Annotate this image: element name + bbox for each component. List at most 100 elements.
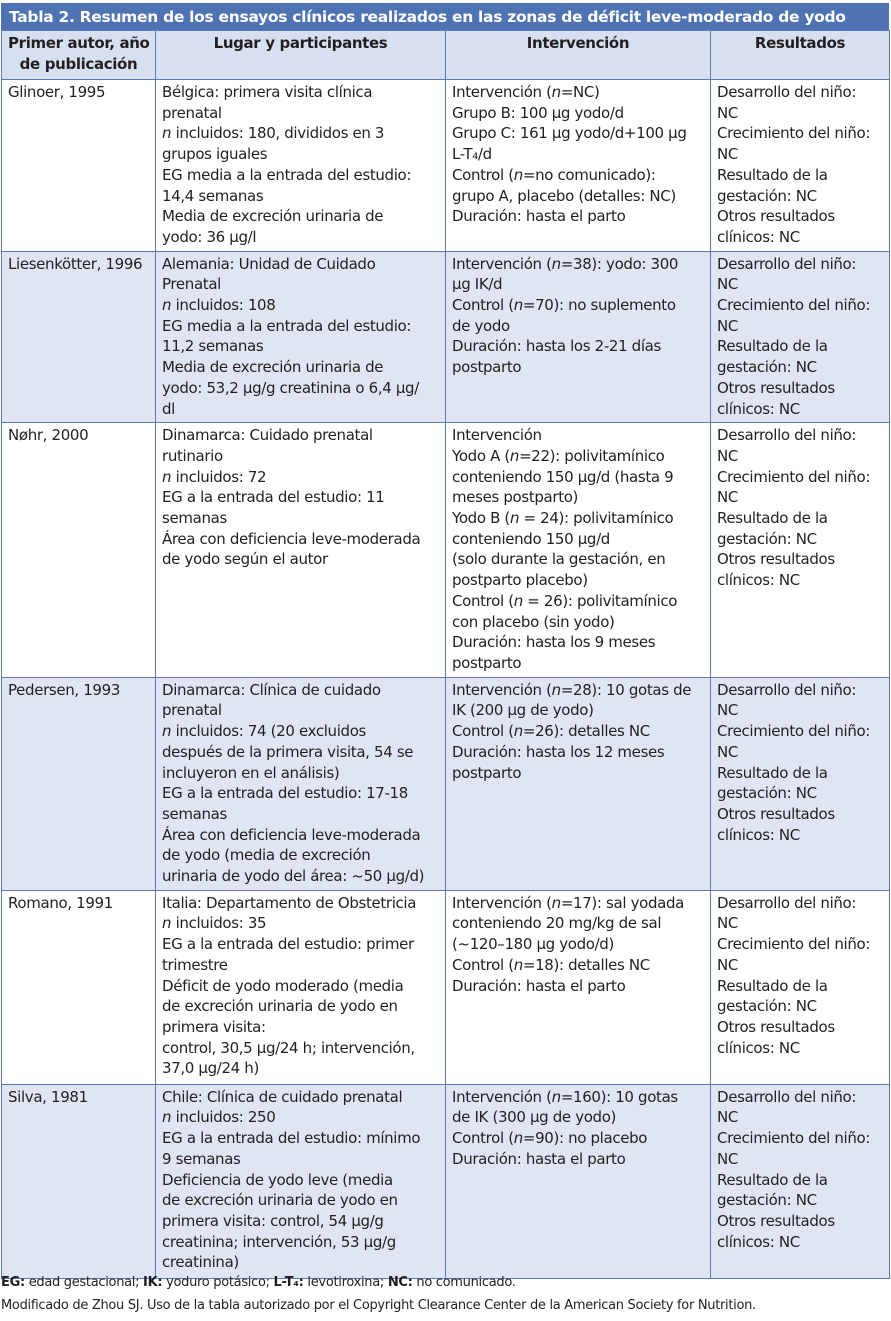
cell-line: NC	[717, 275, 738, 294]
cell-line: de yodo	[452, 316, 510, 335]
cell-line: urinaria de yodo del área: ~50 µg/d)	[162, 867, 425, 886]
cell-line: (~120–180 µg yodo/d)	[452, 935, 614, 954]
cell-line: n incluidos: 108	[162, 296, 276, 315]
table-row: Silva, 1981 Chile: Clínica de cuidado pre…	[1, 1083, 890, 1279]
cell-line: n incluidos: 35	[162, 914, 267, 933]
abbrev-term: EG:	[1, 1275, 25, 1290]
cell-line: Desarrollo del niño:	[717, 680, 857, 699]
cell-place: Chile: Clínica de cuidado prenatal n incl…	[155, 1083, 446, 1279]
table-row: Liesenkötter, 1996 Alemania: Unidad de Cu…	[1, 250, 890, 424]
cell-line: Otros resultados	[717, 1017, 835, 1036]
cell-author: Pedersen, 1993	[1, 676, 156, 891]
cell-line: primera visita: control, 54 µg/g	[162, 1211, 384, 1230]
cell-line: trimestre	[162, 955, 228, 974]
cell-line: Intervención (n=38): yodo: 300	[452, 254, 679, 273]
cell-results: Desarrollo del niño: NC Crecimiento del ni…	[710, 250, 890, 424]
cell-line: clínicos: NC	[717, 1232, 800, 1251]
cell-line: clínicos: NC	[717, 399, 800, 418]
table-container: Tabla 2. Resumen de los ensayos clínicos…	[1, 3, 890, 1279]
cell-line: Duración: hasta los 9 meses	[452, 633, 656, 652]
cell-line: creatinina; intervención, 53 µg/g	[162, 1232, 396, 1251]
cell-line: Resultado de la	[717, 165, 828, 184]
cell-line: Área con deficiencia leve-moderada	[162, 529, 421, 548]
abbrev-definition: no comunicado.	[412, 1275, 516, 1290]
cell-line: EG a la entrada del estudio: 17-18	[162, 784, 408, 803]
cell-line: Otros resultados	[717, 804, 835, 823]
cell-line: gestación: NC	[717, 1191, 817, 1210]
cell-line: primera visita:	[162, 1017, 266, 1036]
cell-line: Dinamarca: Clínica de cuidado	[162, 680, 381, 699]
abbrev-definition: yoduro potásico;	[162, 1275, 274, 1290]
cell-line: de yodo según el autor	[162, 550, 328, 569]
cell-line: prenatal	[162, 103, 222, 122]
cell-line: de yodo (media de excreción	[162, 846, 371, 865]
cell-line: Prenatal	[162, 275, 221, 294]
cell-line: Media de excreción urinaria de	[162, 207, 384, 226]
cell-line: 9 semanas	[162, 1149, 241, 1168]
cell-place: Dinamarca: Clínica de cuidado prenatal n i…	[155, 676, 446, 891]
clinical-trials-table: Primer autor, año de publicación Lugar y p…	[1, 30, 890, 1279]
cell-line: gestación: NC	[717, 358, 817, 377]
cell-line: Control (n=26): detalles NC	[452, 722, 650, 741]
cell-line: Italia: Departamento de Obstetricia	[162, 893, 417, 912]
cell-line: Bélgica: primera visita clínica	[162, 83, 373, 101]
header-line: Intervención	[526, 34, 630, 52]
cell-line: Control (n=90): no placebo	[452, 1129, 648, 1148]
cell-line: Resultado de la	[717, 337, 828, 356]
cell-line: Intervención	[452, 426, 542, 445]
cell-line: Desarrollo del niño:	[717, 254, 857, 273]
cell-line: Control (n=70): no suplemento	[452, 296, 676, 315]
cell-line: Desarrollo del niño:	[717, 83, 857, 101]
cell-line: NC	[717, 103, 738, 122]
cell-line: gestación: NC	[717, 186, 817, 205]
cell-intervention: Intervención Yodo A (n=22): polivitamínic…	[445, 422, 711, 678]
cell-line: n incluidos: 180, divididos en 3	[162, 124, 385, 143]
cell-intervention: Intervención (n=38): yodo: 300 µg IK/d Con…	[445, 250, 711, 424]
cell-line: NC	[717, 446, 738, 465]
cell-line: conteniendo 150 µg/d (hasta 9	[452, 467, 674, 486]
table-row: Pedersen, 1993 Dinamarca: Clínica de cuid…	[1, 676, 890, 891]
cell-author: Nøhr, 2000	[1, 422, 156, 678]
cell-line: Déficit de yodo moderado (media	[162, 976, 404, 995]
column-header: Resultados	[710, 30, 890, 80]
cell-place: Alemania: Unidad de Cuidado Prenatal n inc…	[155, 250, 446, 424]
cell-line: meses postparto)	[452, 488, 579, 507]
cell-line: Alemania: Unidad de Cuidado	[162, 254, 376, 273]
cell-line: Nøhr, 2000	[8, 426, 89, 445]
cell-line: n incluidos: 74 (20 excluidos	[162, 722, 366, 741]
cell-line: clínicos: NC	[717, 227, 800, 246]
cell-line: Yodo A (n=22): polivitamínico	[452, 446, 665, 465]
cell-place: Dinamarca: Cuidado prenatal rutinario n in…	[155, 422, 446, 678]
cell-line: 11,2 semanas	[162, 337, 264, 356]
header-line: Lugar y participantes	[213, 34, 388, 52]
cell-line: gestación: NC	[717, 784, 817, 803]
cell-line: 14,4 semanas	[162, 186, 264, 205]
cell-line: Duración: hasta los 12 meses	[452, 742, 665, 761]
cell-results: Desarrollo del niño: NC Crecimiento del ni…	[710, 676, 890, 891]
cell-line: Silva, 1981	[8, 1087, 88, 1106]
cell-place: Bélgica: primera visita clínica prenatal n…	[155, 79, 446, 252]
cell-line: postparto	[452, 358, 522, 377]
cell-line: Otros resultados	[717, 550, 835, 569]
cell-line: Yodo B (n = 24): polivitamínico	[452, 509, 674, 528]
abbrev-definition: levotiroxina;	[303, 1275, 388, 1290]
cell-line: Resultado de la	[717, 1170, 828, 1189]
cell-line: Dinamarca: Cuidado prenatal	[162, 426, 373, 445]
cell-line: yodo: 36 µg/l	[162, 227, 257, 246]
cell-results: Desarrollo del niño: NC Crecimiento del ni…	[710, 422, 890, 678]
cell-line: Crecimiento del niño:	[717, 722, 871, 741]
footnote-source: Modificado de Zhou SJ. Uso de la tabla a…	[1, 1298, 756, 1313]
cell-line: Duración: hasta el parto	[452, 207, 626, 226]
cell-line: Intervención (n=160): 10 gotas	[452, 1087, 678, 1106]
cell-line: n incluidos: 250	[162, 1108, 276, 1127]
cell-line: Desarrollo del niño:	[717, 426, 857, 445]
cell-line: postparto placebo)	[452, 571, 588, 590]
cell-line: postparto	[452, 653, 522, 672]
cell-line: de excreción urinaria de yodo en	[162, 997, 398, 1016]
cell-line: Duración: hasta los 2-21 días	[452, 337, 661, 356]
cell-line: conteniendo 150 µg/d	[452, 529, 610, 548]
cell-line: 37,0 µg/24 h)	[162, 1059, 259, 1078]
cell-line: NC	[717, 1149, 738, 1168]
cell-line: gestación: NC	[717, 529, 817, 548]
cell-author: Silva, 1981	[1, 1083, 156, 1279]
